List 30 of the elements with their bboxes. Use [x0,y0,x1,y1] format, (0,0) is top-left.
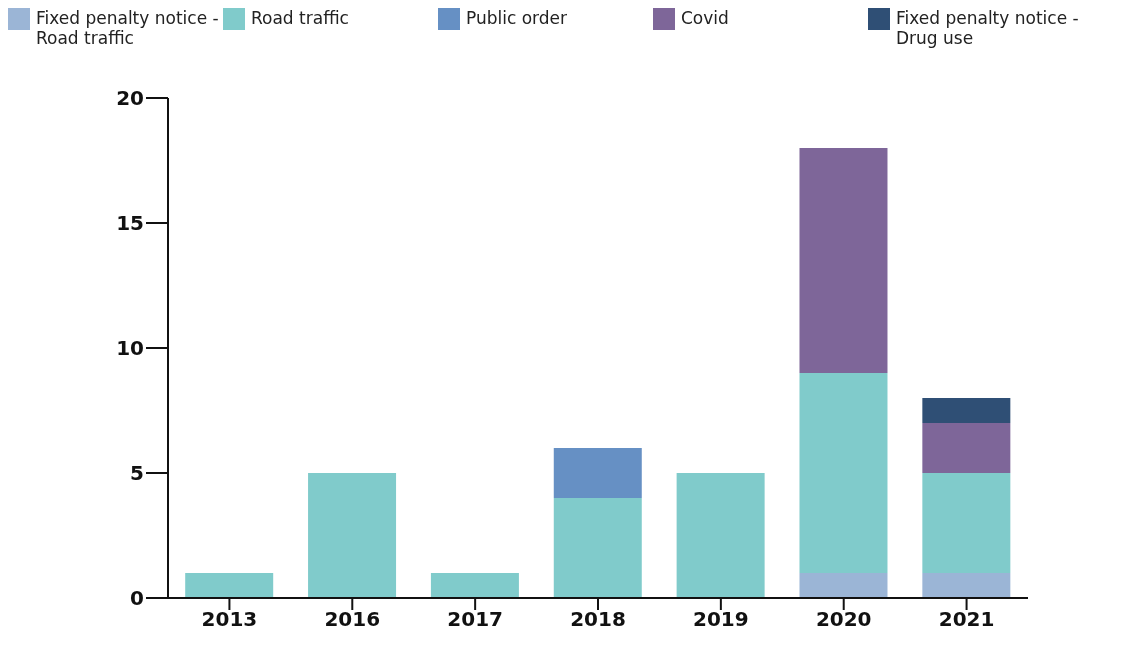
legend-label: Fixed penalty notice - Road traffic [36,8,220,48]
bar [185,573,274,598]
y-tick-label: 0 [130,586,144,611]
bar [553,498,642,598]
x-tick-label: 2018 [570,607,626,632]
x-tick-label: 2017 [447,607,503,632]
legend-label: Fixed penalty notice - Drug use [896,8,1080,48]
bar [799,573,888,598]
y-tick-label: 20 [116,86,144,111]
y-tick-label: 15 [116,211,144,236]
bar [799,148,888,373]
y-tick-label: 10 [116,336,144,361]
bar [676,473,765,598]
bar [922,398,1011,423]
bar [799,373,888,573]
x-tick-label: 2021 [938,607,995,632]
x-tick-label: 2019 [693,607,749,632]
legend-label: Covid [681,8,730,28]
x-tick-label: 2016 [324,607,381,632]
x-tick-label: 2020 [815,607,872,632]
bar [430,573,519,598]
bar [922,473,1011,573]
bar [553,448,642,498]
legend-label: Road traffic [251,8,350,28]
legend-label: Public order [466,8,569,28]
x-tick-label: 2013 [201,607,258,632]
y-tick-label: 5 [130,461,144,486]
bar [922,573,1011,598]
bar [922,423,1011,473]
bar [308,473,397,598]
